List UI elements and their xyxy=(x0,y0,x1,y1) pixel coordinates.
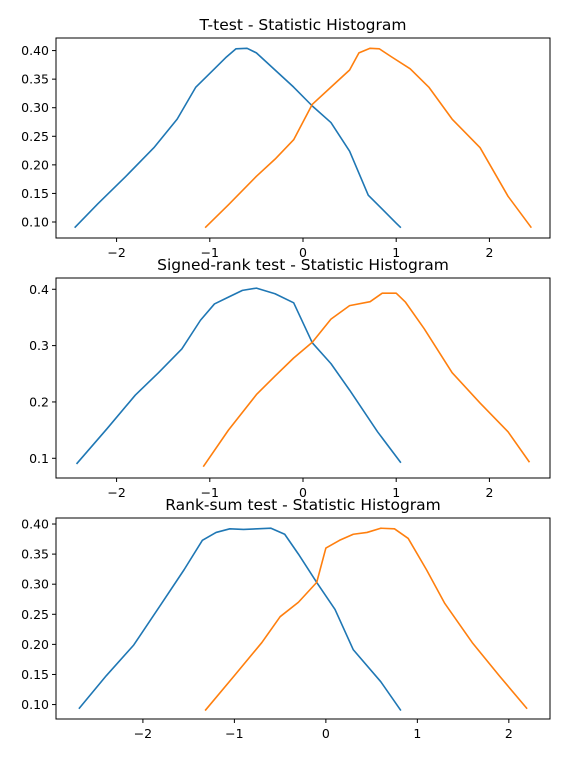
rank-sum-y-tick-label: 0.20 xyxy=(21,637,49,652)
t-test-y-tick-label: 0.15 xyxy=(21,186,49,201)
t-test-title: T-test - Statistic Histogram xyxy=(199,16,407,34)
signed-rank-x-tick-label: 2 xyxy=(485,485,493,500)
t-test-x-tick-label: −2 xyxy=(107,245,125,260)
t-test-series-1-line xyxy=(75,48,401,227)
rank-sum-y-tick-label: 0.40 xyxy=(21,517,49,532)
rank-sum-x-tick-label: 2 xyxy=(505,726,513,741)
t-test-y-tick-label: 0.30 xyxy=(21,100,49,115)
signed-rank-y-tick-label: 0.4 xyxy=(29,282,49,297)
rank-sum-x-tick-label: −2 xyxy=(134,726,152,741)
t-test-y-tick-label: 0.10 xyxy=(21,215,49,230)
rank-sum-x-tick-label: 1 xyxy=(413,726,421,741)
signed-rank-axes-frame xyxy=(56,278,550,478)
signed-rank-title: Signed-rank test - Statistic Histogram xyxy=(157,256,449,274)
signed-rank-x-tick-label: −2 xyxy=(107,485,125,500)
rank-sum-y-tick-label: 0.10 xyxy=(21,697,49,712)
signed-rank-series-2-line xyxy=(203,293,529,467)
rank-sum-axes-frame xyxy=(56,518,550,719)
rank-sum-panel: −2 −1 0 1 2 0.10 0.15 0.20 0.25 0.30 0.35 0.40 Rank-… xyxy=(21,496,550,741)
signed-rank-y-tick-label: 0.2 xyxy=(29,394,49,409)
signed-rank-series-1-line xyxy=(77,288,401,464)
signed-rank-y-tick-label: 0.1 xyxy=(29,451,49,466)
rank-sum-x-tick-label: −1 xyxy=(225,726,243,741)
t-test-y-tick-label: 0.35 xyxy=(21,72,49,87)
rank-sum-x-tick-label: 0 xyxy=(322,726,330,741)
t-test-y-tick-label: 0.20 xyxy=(21,157,49,172)
rank-sum-series-2-line xyxy=(205,528,527,710)
rank-sum-y-tick-label: 0.35 xyxy=(21,547,49,562)
rank-sum-title: Rank-sum test - Statistic Histogram xyxy=(165,496,441,514)
t-test-panel: −2 −1 0 1 20.100.150.200.250.300.350.40T-tes… xyxy=(21,16,550,260)
rank-sum-y-tick-label: 0.15 xyxy=(21,667,49,682)
rank-sum-y-tick-label: 0.30 xyxy=(21,577,49,592)
t-test-series-2-line xyxy=(205,48,531,227)
t-test-axes-frame xyxy=(56,38,550,238)
t-test-y-tick-label: 0.25 xyxy=(21,129,49,144)
t-test-y-tick-label: 0.40 xyxy=(21,43,49,58)
signed-rank-y-tick-label: 0.3 xyxy=(29,338,49,353)
rank-sum-y-tick-label: 0.25 xyxy=(21,607,49,622)
rank-sum-series-1-line xyxy=(79,528,401,710)
t-test-x-tick-label: 2 xyxy=(485,245,493,260)
